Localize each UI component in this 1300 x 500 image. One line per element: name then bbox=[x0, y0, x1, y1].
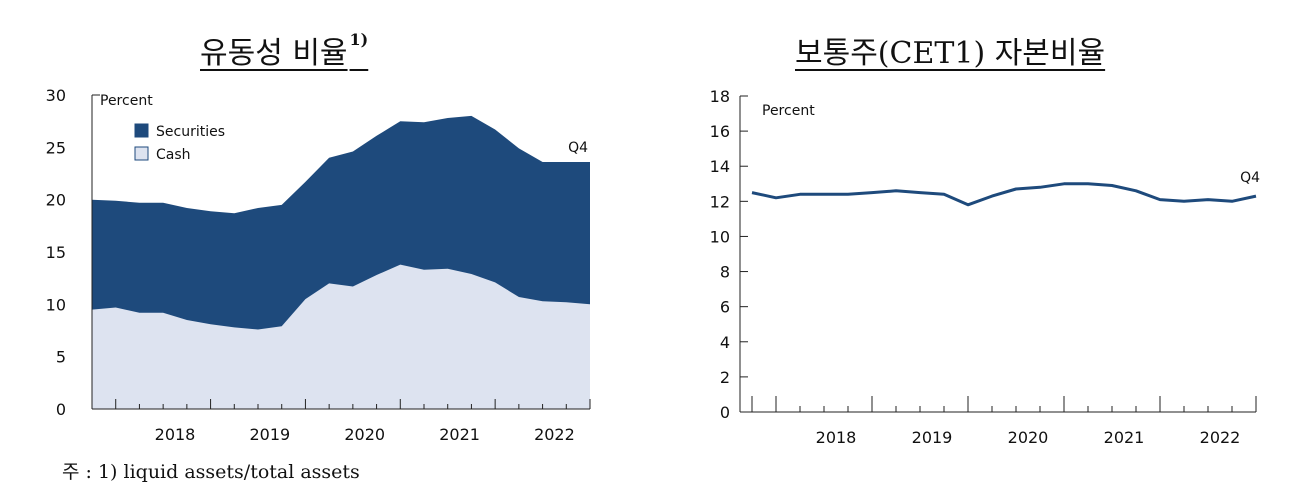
y-tick-label: 8 bbox=[720, 263, 730, 282]
y-tick-label: 12 bbox=[710, 192, 730, 211]
right-chart-title-text: 보통주(CET1) 자본비율 bbox=[795, 36, 1106, 71]
liquidity-ratio-chart: 0 5 10 15 20 25 30 2018 2019 2020 2021 2022 PercentS… bbox=[46, 86, 591, 444]
x-tick-label: 2018 bbox=[155, 425, 196, 444]
legend-swatch-securities bbox=[134, 123, 149, 138]
y-tick-label: 0 bbox=[56, 400, 66, 419]
cash-area bbox=[92, 264, 590, 409]
y-tick-label: 16 bbox=[710, 122, 730, 141]
x-tick-label: 2022 bbox=[1200, 428, 1241, 447]
legend-label-securities: Securities bbox=[156, 124, 225, 140]
end-label-q4: Q4 bbox=[1240, 170, 1260, 186]
x-tick-label: 2020 bbox=[1008, 428, 1049, 447]
y-tick-label: 0 bbox=[720, 403, 730, 422]
x-tick-label: 2018 bbox=[816, 428, 857, 447]
x-tick-label: 2021 bbox=[1104, 428, 1145, 447]
y-tick-label: 14 bbox=[710, 157, 730, 176]
end-label-q4: Q4 bbox=[568, 140, 588, 156]
x-tick-label: 2019 bbox=[912, 428, 953, 447]
y-tick-label: 10 bbox=[710, 227, 730, 246]
y-tick-label: 30 bbox=[46, 86, 66, 105]
legend-label-cash: Cash bbox=[156, 147, 191, 163]
y-tick-label: 10 bbox=[46, 295, 66, 314]
left-chart-title-text: 유동성 비율 bbox=[200, 36, 348, 71]
y-tick-label: 20 bbox=[46, 191, 66, 210]
legend-swatch-cash bbox=[134, 146, 149, 161]
y-unit-label: Percent bbox=[762, 103, 815, 119]
y-tick-label: 4 bbox=[720, 333, 730, 352]
y-tick-label: 25 bbox=[46, 138, 66, 157]
y-tick-label: 5 bbox=[56, 348, 66, 367]
x-tick-label: 2022 bbox=[534, 425, 575, 444]
y-tick-label: 18 bbox=[710, 87, 730, 106]
left-chart-title: 유동성 비율 1) bbox=[200, 28, 368, 72]
footnote: 주 : 1) liquid assets/total assets bbox=[62, 461, 360, 483]
y-tick-label: 2 bbox=[720, 368, 730, 387]
x-tick-label: 2021 bbox=[439, 425, 480, 444]
y-tick-label: 6 bbox=[720, 298, 730, 317]
x-tick-label: 2020 bbox=[344, 425, 385, 444]
x-tick-label: 2019 bbox=[249, 425, 290, 444]
left-chart-title-footnote-mark: 1) bbox=[349, 30, 369, 49]
y-unit-label: Percent bbox=[100, 93, 153, 109]
cet1-ratio-line bbox=[751, 182, 1257, 207]
right-chart-title: 보통주(CET1) 자본비율 bbox=[795, 28, 1105, 72]
y-tick-label: 15 bbox=[46, 243, 66, 262]
